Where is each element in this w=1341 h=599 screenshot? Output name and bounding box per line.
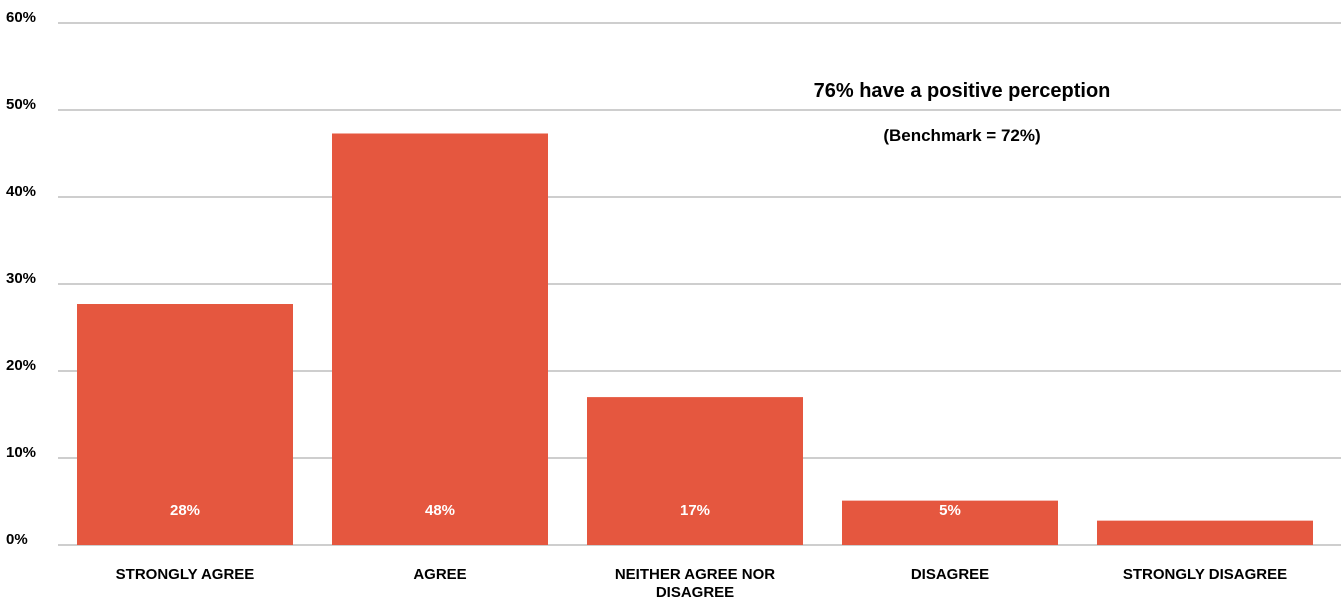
bar-value-label: 28% (170, 502, 200, 519)
bar (587, 397, 803, 545)
annotation-positive-perception: 76% have a positive perception (814, 80, 1111, 102)
bar (1097, 520, 1313, 545)
bar-value-label: 17% (680, 502, 710, 519)
bar (77, 304, 293, 545)
y-tick-label: 20% (6, 357, 36, 374)
bar-value-label: 2% (1194, 502, 1216, 519)
x-axis-category-labels: STRONGLY AGREE AGREE NEITHER AGREE NORDISA… (116, 566, 1287, 599)
y-axis-tick-labels: 0% 10% 20% 30% 40% 50% 60% (6, 9, 36, 548)
bar (332, 133, 548, 546)
y-tick-label: 40% (6, 183, 36, 200)
category-label: DISAGREE (911, 566, 989, 583)
category-label: DISAGREE (656, 584, 734, 599)
bar (842, 500, 1058, 545)
category-label: STRONGLY AGREE (116, 566, 255, 583)
category-label: STRONGLY DISAGREE (1123, 566, 1287, 583)
category-label: NEITHER AGREE NOR (615, 566, 775, 583)
bars (77, 133, 1313, 546)
y-tick-label: 10% (6, 444, 36, 461)
y-tick-label: 0% (6, 531, 28, 548)
category-label: AGREE (413, 566, 466, 583)
bar-value-labels: 28% 48% 17% 5% 2% (170, 502, 1216, 519)
y-tick-label: 60% (6, 9, 36, 26)
bar-value-label: 48% (425, 502, 455, 519)
bar-value-label: 5% (939, 502, 961, 519)
y-tick-label: 30% (6, 270, 36, 287)
annotation-benchmark: (Benchmark = 72%) (883, 126, 1040, 145)
y-tick-label: 50% (6, 96, 36, 113)
annotations: 76% have a positive perception (Benchmar… (814, 80, 1111, 145)
